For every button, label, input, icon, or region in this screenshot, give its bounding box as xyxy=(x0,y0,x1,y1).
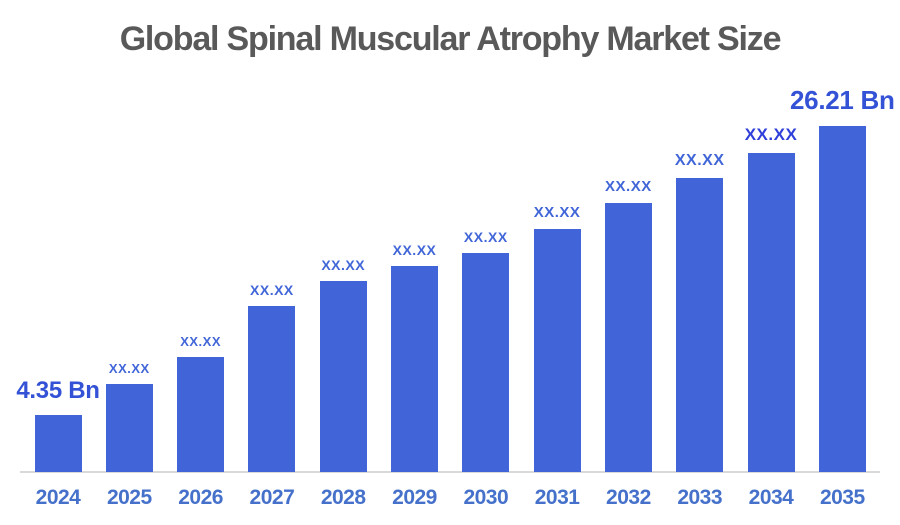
x-axis-label-2033: 2033 xyxy=(677,486,723,509)
bar-2032 xyxy=(604,203,652,472)
bar-2026 xyxy=(177,357,225,472)
x-axis-label-2031: 2031 xyxy=(534,486,580,509)
value-label-2027: XX.XX xyxy=(250,281,294,298)
bar-2024 xyxy=(34,415,82,472)
x-axis-label-2028: 2028 xyxy=(320,486,366,509)
value-label-2031: XX.XX xyxy=(533,204,581,222)
bar-2035 xyxy=(818,126,866,472)
value-label-2035: 26.21 Bn xyxy=(790,85,895,116)
value-label-2034: XX.XX xyxy=(744,124,798,144)
x-axis-label-2030: 2030 xyxy=(463,486,509,509)
value-label-2032: XX.XX xyxy=(605,177,652,195)
x-axis-label-2035: 2035 xyxy=(819,486,865,509)
value-label-2026: XX.XX xyxy=(180,334,221,350)
x-axis-label-2026: 2026 xyxy=(178,486,223,509)
value-label-2029: XX.XX xyxy=(392,242,437,259)
value-label-2030: XX.XX xyxy=(463,228,508,245)
value-label-2033: XX.XX xyxy=(674,151,725,169)
bar-2031 xyxy=(533,229,581,472)
value-label-2028: XX.XX xyxy=(321,256,366,273)
x-axis-line xyxy=(20,471,880,473)
bar-2033 xyxy=(676,178,724,472)
x-axis-label-2032: 2032 xyxy=(606,486,651,509)
bar-2028 xyxy=(319,281,367,472)
x-axis-label-2029: 2029 xyxy=(392,486,437,509)
x-axis-label-2024: 2024 xyxy=(35,486,81,509)
bar-2027 xyxy=(248,306,296,472)
x-axis-label-2025: 2025 xyxy=(106,486,152,509)
bar-2030 xyxy=(462,253,510,472)
value-label-2024: 4.35 Bn xyxy=(16,376,100,404)
x-axis-label-2034: 2034 xyxy=(748,486,794,509)
chart-title: Global Spinal Muscular Atrophy Market Si… xyxy=(119,20,782,58)
x-axis-label-2027: 2027 xyxy=(249,486,295,509)
bar-2034 xyxy=(747,153,795,472)
value-label-2025: XX.XX xyxy=(108,360,150,376)
bar-2025 xyxy=(105,384,153,472)
bar-2029 xyxy=(391,266,438,472)
